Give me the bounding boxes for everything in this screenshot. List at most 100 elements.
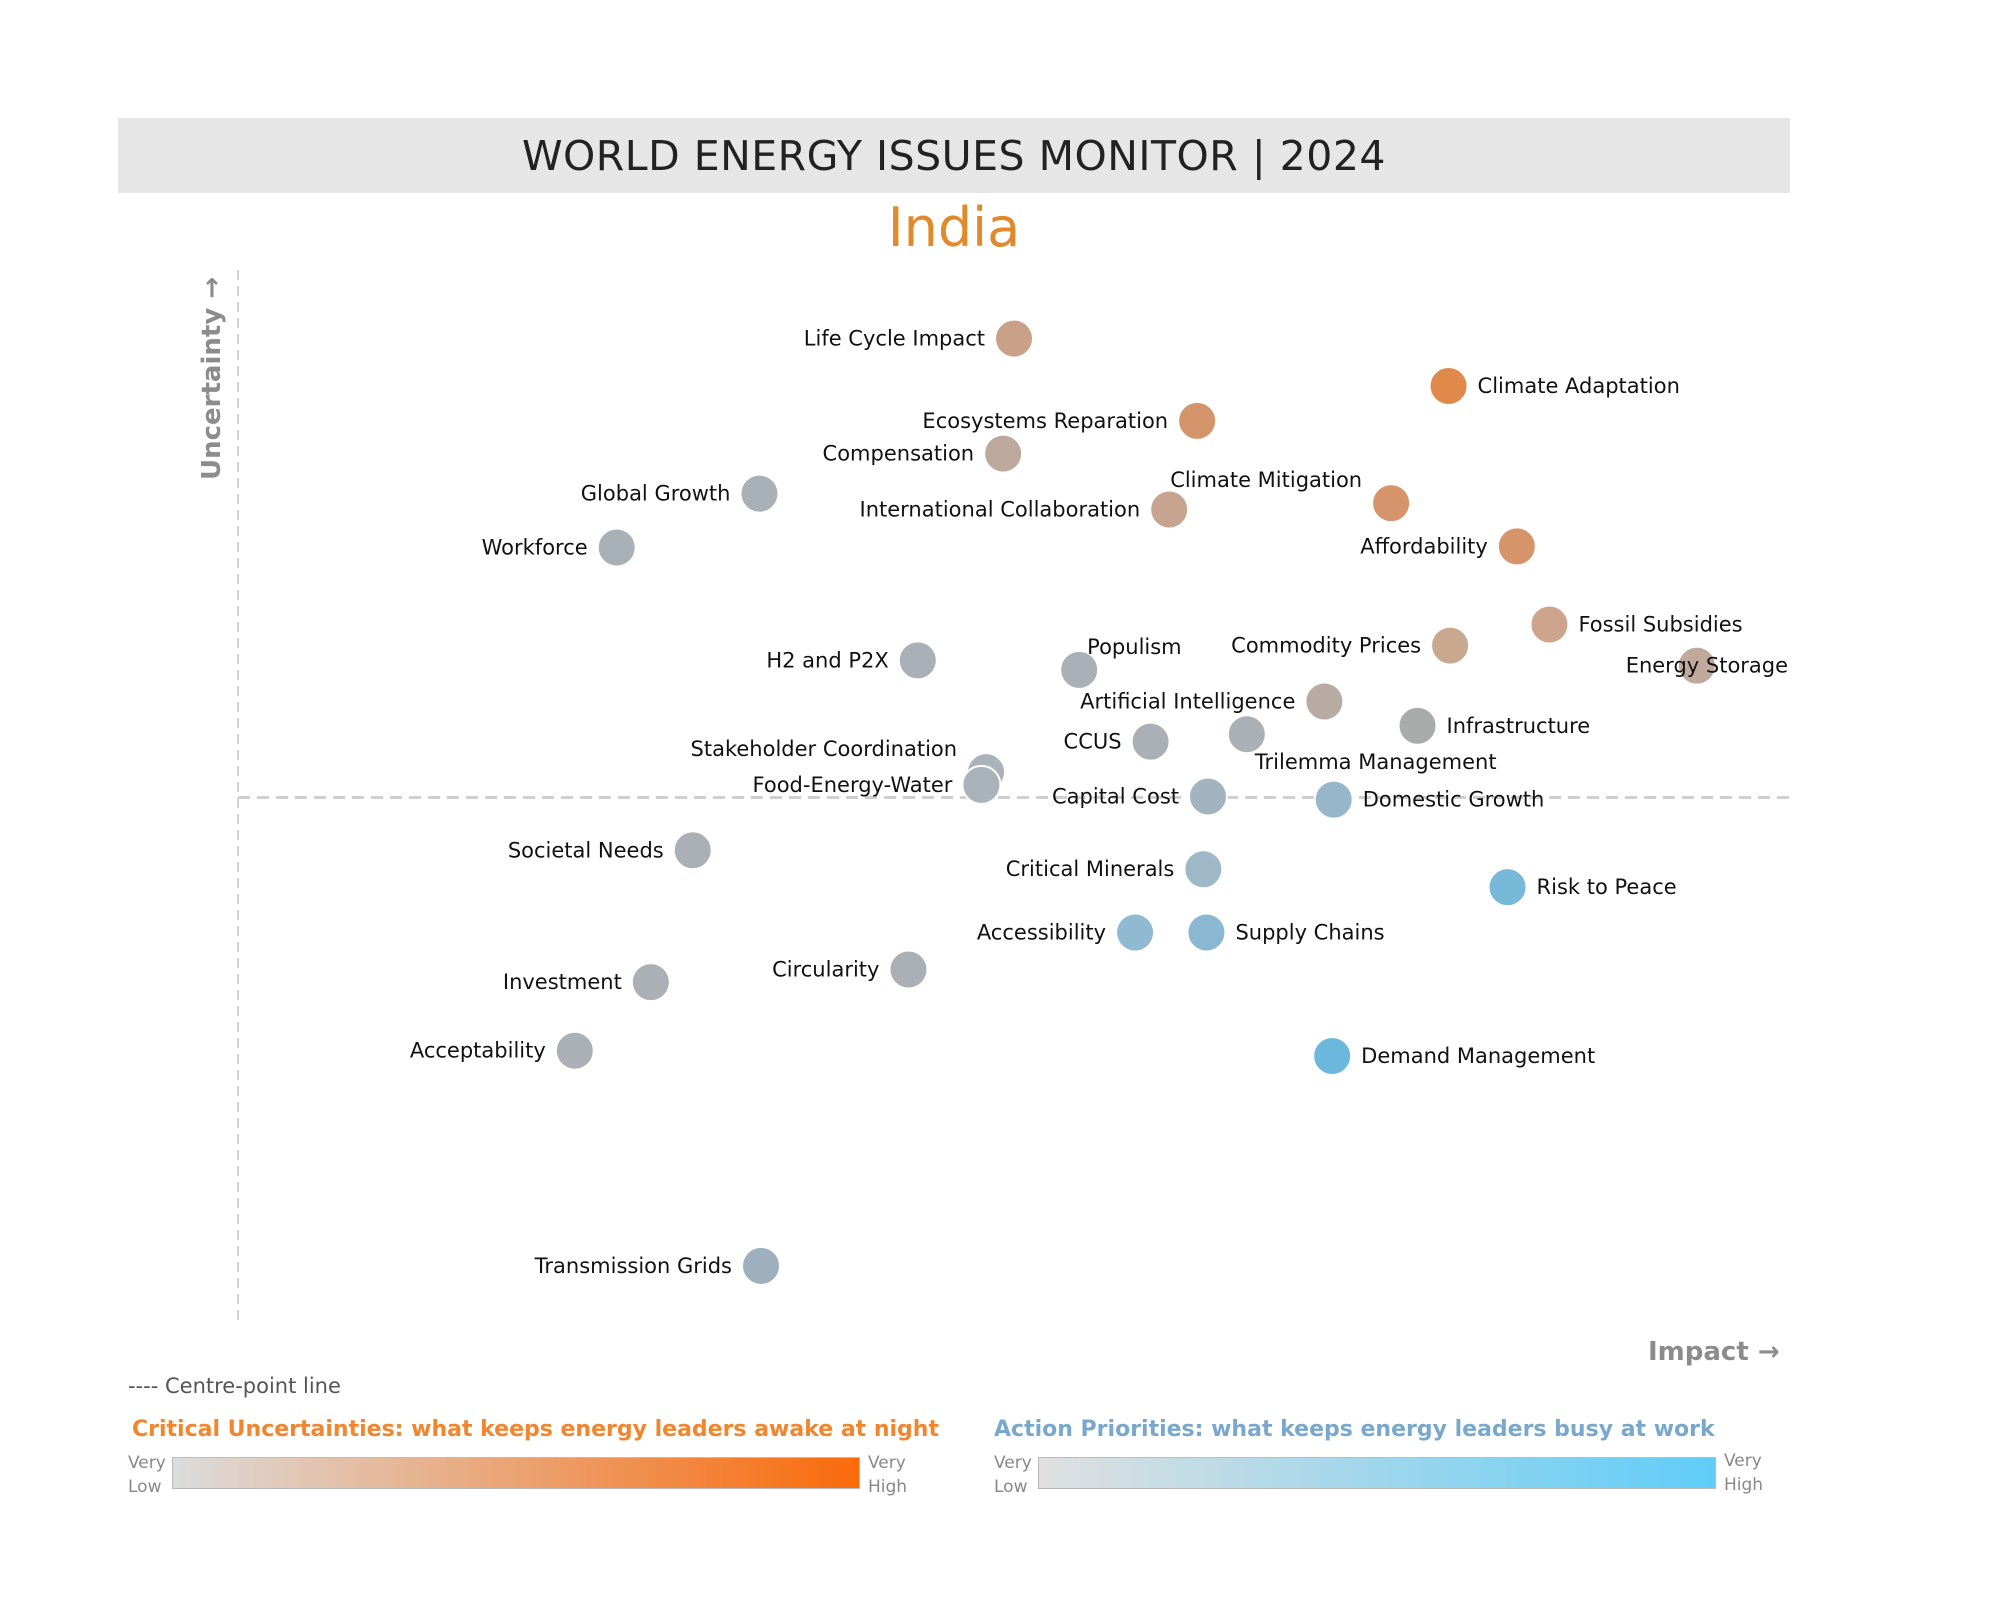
data-point-global-growth: Global Growth: [581, 473, 780, 514]
point-label: Ecosystems Reparation: [922, 409, 1168, 433]
chart-subtitle: India: [887, 196, 1021, 259]
point-label: H2 and P2X: [766, 648, 888, 672]
legend-uncertainty-title: Critical Uncertainties: what keeps energ…: [132, 1417, 939, 1442]
data-point-energy-storage: Energy Storage: [1626, 645, 1788, 686]
point-marker: [630, 962, 671, 1003]
data-point-accessibility: Accessibility: [977, 912, 1156, 953]
point-marker: [596, 527, 637, 568]
point-label: Affordability: [1360, 534, 1488, 558]
point-label: Climate Adaptation: [1478, 374, 1680, 398]
point-marker: [1397, 705, 1438, 746]
point-marker: [1149, 489, 1190, 530]
point-label: Investment: [503, 970, 622, 994]
y-axis-label: Uncertainty →: [197, 277, 227, 480]
point-marker: [994, 318, 1034, 359]
data-point-commodity-prices: Commodity Prices: [1231, 625, 1471, 666]
point-label: Energy Storage: [1626, 654, 1788, 678]
data-point-risk-to-peace: Risk to Peace: [1487, 867, 1677, 908]
point-label: Transmission Grids: [534, 1254, 732, 1278]
point-label: International Collaboration: [860, 497, 1141, 521]
legend-priority-title: Action Priorities: what keeps energy lea…: [994, 1417, 1715, 1442]
point-marker: [554, 1030, 595, 1071]
data-point-international-collaboration: International Collaboration: [860, 489, 1190, 530]
data-point-capital-cost: Capital Cost: [1052, 776, 1228, 817]
point-label: Commodity Prices: [1231, 634, 1421, 658]
point-marker: [1312, 1035, 1353, 1076]
point-marker: [1188, 776, 1228, 817]
point-marker: [1428, 366, 1469, 407]
data-point-climate-adaptation: Climate Adaptation: [1428, 366, 1680, 407]
data-point-compensation: Compensation: [823, 433, 1024, 474]
axes: Uncertainty → Impact →: [197, 270, 1790, 1367]
point-label: Domestic Growth: [1363, 788, 1545, 812]
tick-very: Very: [128, 1453, 166, 1473]
legend-priority-high: Very High: [1724, 1449, 1763, 1497]
data-point-circularity: Circularity: [772, 949, 929, 990]
point-label: Workforce: [482, 535, 588, 559]
point-marker: [1226, 714, 1267, 755]
point-label: Fossil Subsidies: [1578, 612, 1742, 636]
data-point-investment: Investment: [503, 962, 671, 1003]
point-marker: [1183, 849, 1224, 890]
legend-priority-gradient: [1038, 1457, 1716, 1489]
data-point-supply-chains: Supply Chains: [1186, 912, 1385, 953]
legend-uncertainty-high: Very High: [868, 1451, 907, 1499]
data-point-ecosystems-reparation: Ecosystems Reparation: [922, 400, 1218, 441]
point-label: Life Cycle Impact: [804, 327, 985, 351]
point-label: CCUS: [1064, 730, 1122, 754]
point-marker: [1487, 867, 1528, 908]
point-marker: [1115, 912, 1156, 953]
point-marker: [741, 1245, 782, 1286]
point-marker: [1059, 649, 1100, 690]
point-marker: [1371, 483, 1412, 524]
data-point-trilemma-management: Trilemma Management: [1226, 714, 1497, 774]
point-marker: [983, 433, 1024, 474]
data-point-climate-mitigation: Climate Mitigation: [1170, 468, 1412, 524]
point-marker: [672, 830, 713, 871]
tick-very: Very: [868, 1453, 906, 1473]
point-label: Acceptability: [410, 1039, 546, 1063]
point-marker: [1430, 625, 1471, 666]
data-point-workforce: Workforce: [482, 527, 637, 568]
point-label: Trilemma Management: [1254, 750, 1497, 774]
data-point-h2-and-p2x: H2 and P2X: [766, 640, 938, 681]
point-label: Supply Chains: [1235, 921, 1384, 945]
point-label: Food-Energy-Water: [753, 773, 953, 797]
data-point-societal-needs: Societal Needs: [508, 830, 713, 871]
legend-priority-low: Very Low: [994, 1451, 1032, 1499]
point-marker: [1304, 681, 1345, 722]
tick-very: Very: [994, 1453, 1032, 1473]
points-layer: Life Cycle Impact Climate Adaptation Ecosy…: [410, 318, 1788, 1286]
point-marker: [961, 764, 1002, 805]
point-label: Capital Cost: [1052, 784, 1179, 808]
point-marker: [897, 640, 938, 681]
data-point-domestic-growth: Domestic Growth: [1313, 779, 1545, 820]
point-marker: [1676, 645, 1717, 686]
tick-high: High: [868, 1477, 908, 1497]
tick-very: Very: [1724, 1451, 1762, 1471]
data-point-infrastructure: Infrastructure: [1397, 705, 1590, 746]
point-marker: [1186, 912, 1227, 953]
point-label: Global Growth: [581, 482, 731, 506]
point-label: Demand Management: [1361, 1044, 1595, 1068]
data-point-affordability: Affordability: [1360, 526, 1537, 567]
data-point-critical-minerals: Critical Minerals: [1006, 849, 1224, 890]
point-marker: [1529, 604, 1570, 645]
data-point-transmission-grids: Transmission Grids: [534, 1245, 782, 1286]
data-point-food-energy-water: Food-Energy-Water: [753, 764, 1002, 805]
legend-uncertainty-low: Very Low: [128, 1451, 166, 1499]
point-label: Artificial Intelligence: [1080, 689, 1295, 713]
data-point-ccus: CCUS: [1064, 721, 1171, 762]
point-label: Compensation: [823, 442, 975, 466]
point-label: Societal Needs: [508, 838, 664, 862]
tick-high: High: [1724, 1475, 1764, 1495]
data-point-life-cycle-impact: Life Cycle Impact: [804, 318, 1034, 359]
point-marker: [1496, 526, 1537, 567]
point-label: Populism: [1087, 635, 1181, 659]
x-axis-label: Impact →: [1648, 1337, 1780, 1367]
point-marker: [1177, 400, 1218, 441]
tick-low: Low: [128, 1477, 162, 1497]
point-marker: [739, 473, 780, 514]
data-point-demand-management: Demand Management: [1312, 1035, 1595, 1076]
